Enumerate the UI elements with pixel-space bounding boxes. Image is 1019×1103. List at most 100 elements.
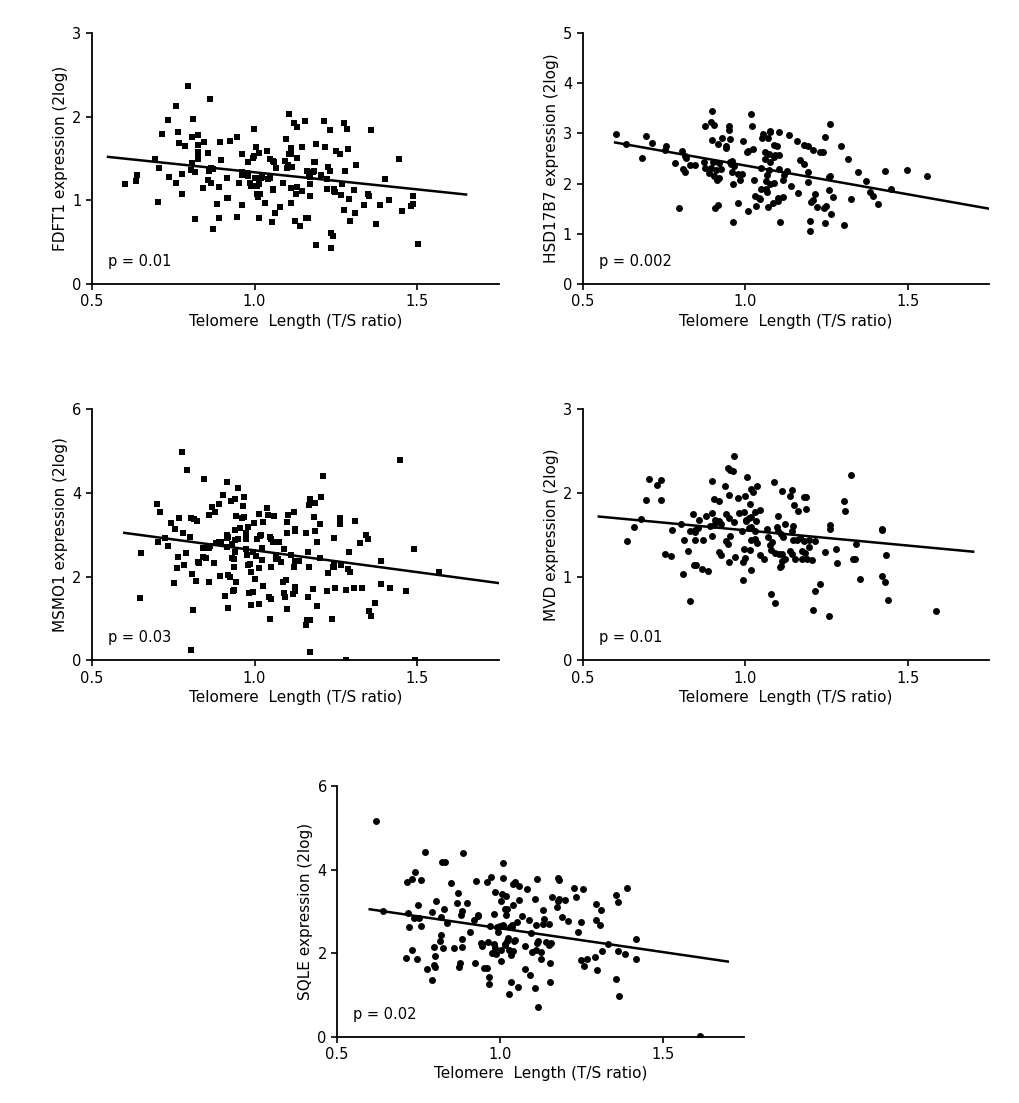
Point bbox=[211, 533, 227, 550]
Point bbox=[169, 124, 185, 141]
Point bbox=[628, 930, 644, 947]
Point bbox=[339, 560, 356, 578]
Point bbox=[723, 152, 740, 170]
Point bbox=[173, 165, 190, 183]
Point bbox=[514, 908, 530, 925]
Point bbox=[710, 153, 727, 171]
Point bbox=[251, 596, 267, 613]
Point bbox=[898, 161, 914, 179]
Point bbox=[233, 163, 250, 181]
Point bbox=[484, 944, 500, 962]
Point bbox=[751, 190, 767, 207]
Point bbox=[690, 520, 706, 537]
Point bbox=[432, 908, 448, 925]
Point bbox=[725, 158, 741, 175]
Point bbox=[301, 611, 317, 629]
Point bbox=[760, 162, 776, 180]
Point bbox=[725, 513, 741, 531]
Point bbox=[796, 533, 812, 550]
Point bbox=[253, 526, 269, 544]
Point bbox=[769, 160, 786, 178]
Point bbox=[289, 149, 306, 167]
Point bbox=[271, 533, 287, 550]
Point bbox=[375, 902, 391, 920]
Point bbox=[426, 956, 442, 974]
Point bbox=[215, 486, 231, 504]
Point bbox=[346, 204, 363, 222]
Point bbox=[481, 917, 497, 934]
Point bbox=[308, 598, 324, 615]
Point bbox=[881, 180, 898, 197]
Point bbox=[253, 169, 269, 186]
Point bbox=[323, 611, 339, 629]
Point bbox=[203, 174, 219, 192]
Point bbox=[808, 199, 824, 216]
Point bbox=[742, 517, 758, 535]
Point bbox=[243, 563, 259, 580]
Point bbox=[872, 567, 889, 585]
Point bbox=[210, 178, 226, 195]
Point bbox=[517, 936, 533, 954]
Point bbox=[503, 917, 520, 934]
Point bbox=[748, 534, 764, 552]
Point bbox=[201, 162, 217, 180]
Point bbox=[189, 513, 205, 531]
Point bbox=[628, 950, 644, 967]
X-axis label: Telomere  Length (T/S ratio): Telomere Length (T/S ratio) bbox=[189, 313, 401, 329]
Point bbox=[502, 946, 519, 964]
Point bbox=[507, 913, 524, 931]
Point bbox=[618, 136, 634, 153]
Point bbox=[505, 932, 522, 950]
Point bbox=[752, 181, 768, 199]
Point bbox=[400, 918, 417, 935]
Point bbox=[730, 194, 746, 212]
Point bbox=[309, 534, 325, 552]
Point bbox=[183, 510, 200, 527]
Point bbox=[338, 581, 355, 599]
Point bbox=[149, 495, 165, 513]
Point bbox=[762, 542, 779, 559]
Point bbox=[151, 160, 167, 178]
Point bbox=[166, 575, 182, 592]
Point bbox=[299, 162, 315, 180]
Point bbox=[226, 544, 243, 561]
Point bbox=[245, 149, 261, 167]
Point bbox=[758, 521, 774, 538]
Point bbox=[397, 950, 414, 967]
Point bbox=[264, 213, 280, 231]
Point bbox=[190, 553, 206, 570]
Point bbox=[319, 565, 335, 582]
Point bbox=[226, 490, 243, 507]
Point bbox=[763, 533, 780, 550]
Point bbox=[740, 508, 756, 526]
Point bbox=[709, 136, 726, 153]
Point bbox=[264, 182, 280, 200]
Point bbox=[218, 538, 234, 556]
Point bbox=[738, 512, 754, 529]
Point bbox=[178, 545, 195, 563]
Point bbox=[785, 531, 801, 548]
Point bbox=[593, 942, 609, 960]
Point bbox=[171, 510, 187, 527]
Point bbox=[761, 152, 777, 170]
Point bbox=[800, 538, 816, 556]
Point bbox=[493, 886, 510, 903]
Point bbox=[542, 934, 558, 952]
Point bbox=[479, 960, 495, 977]
Point bbox=[754, 129, 770, 147]
Point bbox=[742, 561, 758, 579]
Point bbox=[710, 169, 727, 186]
Point bbox=[191, 554, 207, 571]
Point bbox=[468, 872, 484, 890]
Point bbox=[768, 192, 785, 210]
Point bbox=[183, 566, 200, 583]
Point bbox=[315, 113, 331, 130]
Point bbox=[806, 532, 822, 549]
Point bbox=[587, 896, 603, 913]
Point bbox=[302, 491, 318, 508]
Point bbox=[286, 212, 303, 229]
Point bbox=[696, 117, 712, 135]
Point bbox=[768, 190, 785, 207]
Point bbox=[390, 150, 407, 168]
Point bbox=[498, 887, 515, 904]
